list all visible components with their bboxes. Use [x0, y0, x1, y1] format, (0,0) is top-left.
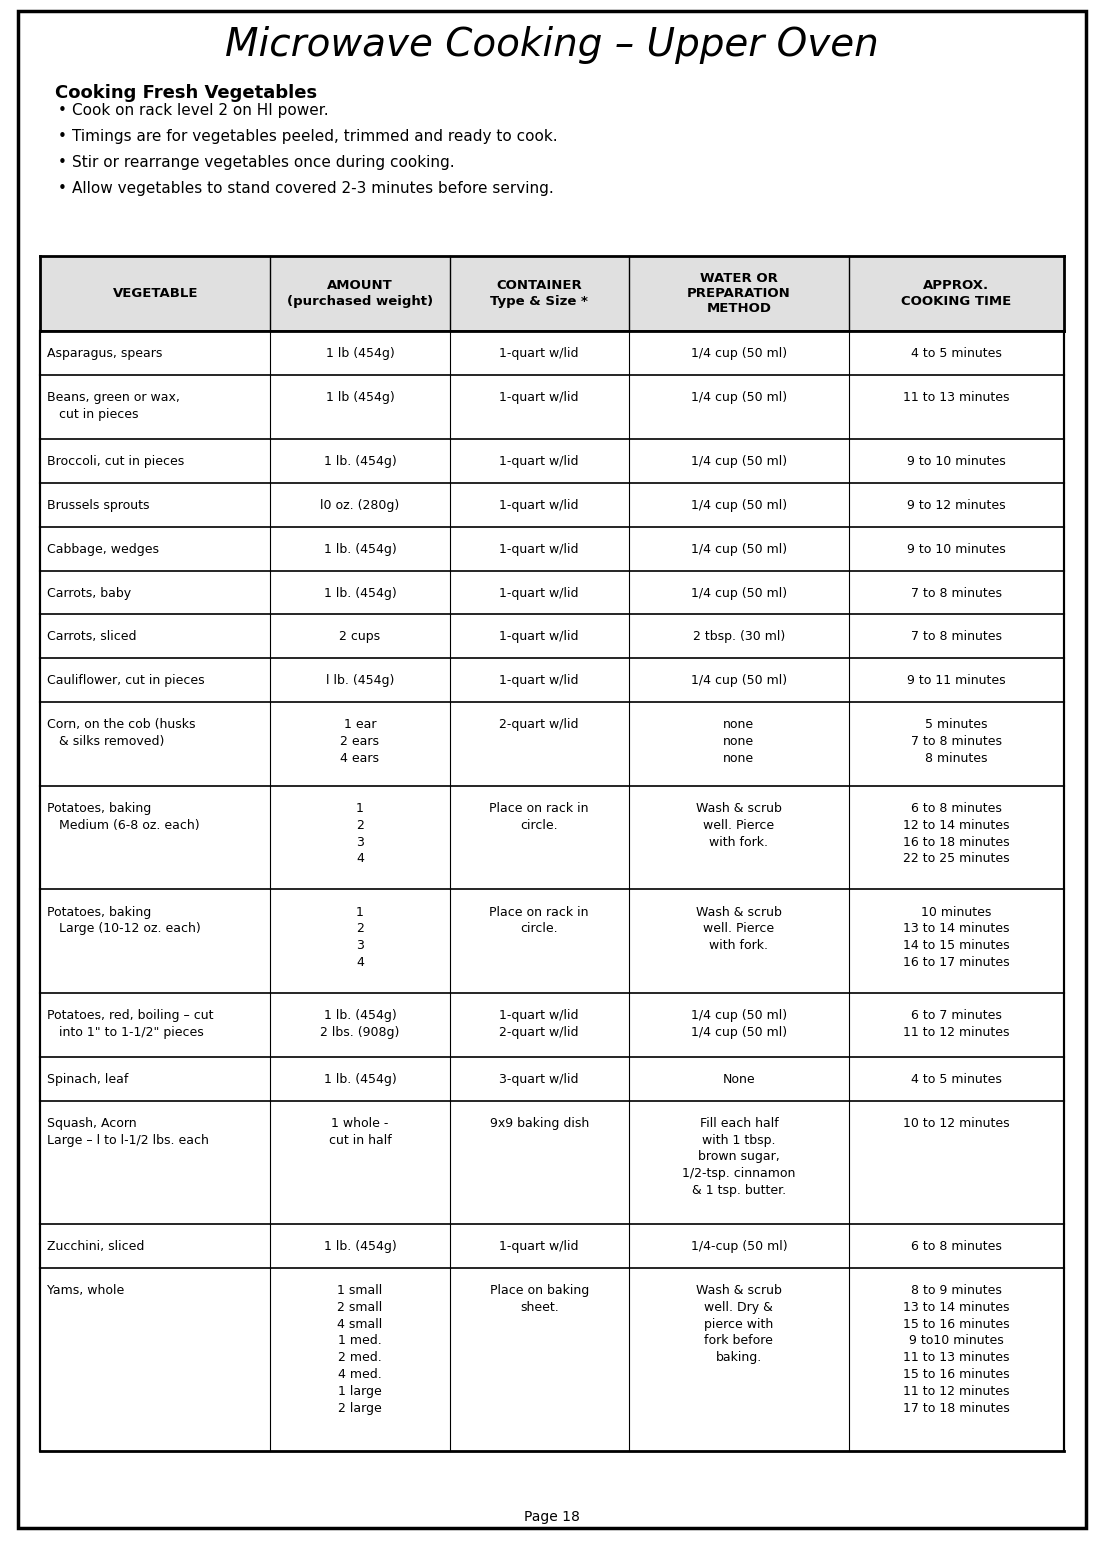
Text: Page 18: Page 18	[524, 1510, 580, 1524]
Text: Yams, whole: Yams, whole	[47, 1285, 125, 1297]
Text: 1/4 cup (50 ml)
1/4 cup (50 ml): 1/4 cup (50 ml) 1/4 cup (50 ml)	[691, 1010, 787, 1039]
Text: Broccoli, cut in pieces: Broccoli, cut in pieces	[47, 455, 184, 468]
Text: Beans, green or wax,
   cut in pieces: Beans, green or wax, cut in pieces	[47, 391, 180, 421]
Text: none
none
none: none none none	[723, 719, 754, 765]
Text: APPROX.
COOKING TIME: APPROX. COOKING TIME	[901, 280, 1011, 308]
Text: 10 to 12 minutes: 10 to 12 minutes	[903, 1116, 1010, 1130]
Text: Zucchini, sliced: Zucchini, sliced	[47, 1240, 145, 1254]
Text: 1 lb. (454g): 1 lb. (454g)	[323, 1240, 396, 1254]
Text: Timings are for vegetables peeled, trimmed and ready to cook.: Timings are for vegetables peeled, trimm…	[72, 128, 558, 144]
Text: WATER OR
PREPARATION
METHOD: WATER OR PREPARATION METHOD	[687, 272, 790, 315]
Text: 1/4 cup (50 ml): 1/4 cup (50 ml)	[691, 499, 787, 512]
Text: Carrots, baby: Carrots, baby	[47, 586, 131, 600]
Text: Asparagus, spears: Asparagus, spears	[47, 346, 162, 360]
Text: AMOUNT
(purchased weight): AMOUNT (purchased weight)	[287, 280, 433, 308]
Text: 1/4 cup (50 ml): 1/4 cup (50 ml)	[691, 543, 787, 555]
Text: Fill each half
with 1 tbsp.
brown sugar,
1/2-tsp. cinnamon
& 1 tsp. butter.: Fill each half with 1 tbsp. brown sugar,…	[682, 1116, 796, 1197]
Text: 9 to 12 minutes: 9 to 12 minutes	[907, 499, 1006, 512]
Text: 2 tbsp. (30 ml): 2 tbsp. (30 ml)	[692, 631, 785, 643]
Text: 1
2
3
4: 1 2 3 4	[357, 802, 364, 866]
Text: Cook on rack level 2 on HI power.: Cook on rack level 2 on HI power.	[72, 104, 329, 117]
Text: •: •	[59, 104, 67, 117]
Text: •: •	[59, 181, 67, 196]
Text: 9 to 10 minutes: 9 to 10 minutes	[907, 543, 1006, 555]
Text: 5 minutes
7 to 8 minutes
8 minutes: 5 minutes 7 to 8 minutes 8 minutes	[911, 719, 1002, 765]
Text: 1-quart w/lid: 1-quart w/lid	[499, 674, 578, 688]
Text: 9x9 baking dish: 9x9 baking dish	[489, 1116, 588, 1130]
Text: 1-quart w/lid: 1-quart w/lid	[499, 586, 578, 600]
Text: 9 to 11 minutes: 9 to 11 minutes	[907, 674, 1006, 688]
Text: None: None	[722, 1073, 755, 1085]
Text: 1 ear
2 ears
4 ears: 1 ear 2 ears 4 ears	[340, 719, 380, 765]
Text: l lb. (454g): l lb. (454g)	[326, 674, 394, 688]
Text: 7 to 8 minutes: 7 to 8 minutes	[911, 586, 1002, 600]
Text: 1/4 cup (50 ml): 1/4 cup (50 ml)	[691, 391, 787, 404]
Text: 10 minutes
13 to 14 minutes
14 to 15 minutes
16 to 17 minutes: 10 minutes 13 to 14 minutes 14 to 15 min…	[903, 906, 1010, 969]
Text: Squash, Acorn
Large – l to l-1/2 lbs. each: Squash, Acorn Large – l to l-1/2 lbs. ea…	[47, 1116, 209, 1147]
Text: 1/4 cup (50 ml): 1/4 cup (50 ml)	[691, 455, 787, 468]
Text: 1 lb. (454g): 1 lb. (454g)	[323, 455, 396, 468]
Text: Cabbage, wedges: Cabbage, wedges	[47, 543, 159, 555]
Text: Wash & scrub
well. Dry &
pierce with
fork before
baking.: Wash & scrub well. Dry & pierce with for…	[696, 1285, 782, 1364]
Text: Place on baking
sheet.: Place on baking sheet.	[489, 1285, 588, 1314]
Text: •: •	[59, 155, 67, 170]
Text: 7 to 8 minutes: 7 to 8 minutes	[911, 631, 1002, 643]
Text: 2-quart w/lid: 2-quart w/lid	[499, 719, 578, 731]
Text: CONTAINER
Type & Size *: CONTAINER Type & Size *	[490, 280, 588, 308]
Text: 1 lb. (454g)
2 lbs. (908g): 1 lb. (454g) 2 lbs. (908g)	[320, 1010, 400, 1039]
Text: 4 to 5 minutes: 4 to 5 minutes	[911, 346, 1002, 360]
Text: 1-quart w/lid: 1-quart w/lid	[499, 455, 578, 468]
Text: 1/4 cup (50 ml): 1/4 cup (50 ml)	[691, 674, 787, 688]
Bar	[40, 257, 1064, 331]
Text: Wash & scrub
well. Pierce
with fork.: Wash & scrub well. Pierce with fork.	[696, 802, 782, 849]
Text: Corn, on the cob (husks
   & silks removed): Corn, on the cob (husks & silks removed)	[47, 719, 195, 748]
Text: Allow vegetables to stand covered 2-3 minutes before serving.: Allow vegetables to stand covered 2-3 mi…	[72, 181, 554, 196]
Text: Cauliflower, cut in pieces: Cauliflower, cut in pieces	[47, 674, 204, 688]
Text: Wash & scrub
well. Pierce
with fork.: Wash & scrub well. Pierce with fork.	[696, 906, 782, 952]
Text: •: •	[59, 128, 67, 144]
Text: 1 lb (454g): 1 lb (454g)	[326, 346, 394, 360]
Text: 1 lb. (454g): 1 lb. (454g)	[323, 586, 396, 600]
Text: Potatoes, baking
   Large (10-12 oz. each): Potatoes, baking Large (10-12 oz. each)	[47, 906, 201, 935]
Text: 1-quart w/lid: 1-quart w/lid	[499, 499, 578, 512]
Text: Spinach, leaf: Spinach, leaf	[47, 1073, 128, 1085]
Text: 1 whole -
cut in half: 1 whole - cut in half	[329, 1116, 392, 1147]
Text: 1-quart w/lid: 1-quart w/lid	[499, 346, 578, 360]
Text: Potatoes, baking
   Medium (6-8 oz. each): Potatoes, baking Medium (6-8 oz. each)	[47, 802, 200, 832]
Text: 1-quart w/lid
2-quart w/lid: 1-quart w/lid 2-quart w/lid	[499, 1010, 578, 1039]
Text: Carrots, sliced: Carrots, sliced	[47, 631, 137, 643]
Text: 1 lb (454g): 1 lb (454g)	[326, 391, 394, 404]
Text: Place on rack in
circle.: Place on rack in circle.	[489, 802, 588, 832]
Text: 1-quart w/lid: 1-quart w/lid	[499, 391, 578, 404]
Text: 9 to 10 minutes: 9 to 10 minutes	[907, 455, 1006, 468]
Text: 2 cups: 2 cups	[339, 631, 381, 643]
Text: 3-quart w/lid: 3-quart w/lid	[499, 1073, 578, 1085]
Text: Microwave Cooking – Upper Oven: Microwave Cooking – Upper Oven	[225, 26, 879, 63]
Text: 1-quart w/lid: 1-quart w/lid	[499, 631, 578, 643]
Text: 1/4 cup (50 ml): 1/4 cup (50 ml)	[691, 346, 787, 360]
Text: 6 to 8 minutes
12 to 14 minutes
16 to 18 minutes
22 to 25 minutes: 6 to 8 minutes 12 to 14 minutes 16 to 18…	[903, 802, 1010, 866]
Text: 1/4-cup (50 ml): 1/4-cup (50 ml)	[691, 1240, 787, 1254]
Text: 1
2
3
4: 1 2 3 4	[357, 906, 364, 969]
Text: 8 to 9 minutes
13 to 14 minutes
15 to 16 minutes
9 to10 minutes
11 to 13 minutes: 8 to 9 minutes 13 to 14 minutes 15 to 16…	[903, 1285, 1010, 1415]
Text: 1 lb. (454g): 1 lb. (454g)	[323, 543, 396, 555]
Text: 6 to 8 minutes: 6 to 8 minutes	[911, 1240, 1002, 1254]
Text: 11 to 13 minutes: 11 to 13 minutes	[903, 391, 1010, 404]
Text: Stir or rearrange vegetables once during cooking.: Stir or rearrange vegetables once during…	[72, 155, 455, 170]
Text: 1-quart w/lid: 1-quart w/lid	[499, 543, 578, 555]
Text: 1-quart w/lid: 1-quart w/lid	[499, 1240, 578, 1254]
Text: 4 to 5 minutes: 4 to 5 minutes	[911, 1073, 1002, 1085]
Text: Potatoes, red, boiling – cut
   into 1" to 1-1/2" pieces: Potatoes, red, boiling – cut into 1" to …	[47, 1010, 213, 1039]
Text: VEGETABLE: VEGETABLE	[113, 288, 198, 300]
Text: 1/4 cup (50 ml): 1/4 cup (50 ml)	[691, 586, 787, 600]
Text: l0 oz. (280g): l0 oz. (280g)	[320, 499, 400, 512]
Text: Place on rack in
circle.: Place on rack in circle.	[489, 906, 588, 935]
Text: 6 to 7 minutes
11 to 12 minutes: 6 to 7 minutes 11 to 12 minutes	[903, 1010, 1010, 1039]
Text: Cooking Fresh Vegetables: Cooking Fresh Vegetables	[55, 83, 317, 102]
Text: Brussels sprouts: Brussels sprouts	[47, 499, 149, 512]
Text: 1 lb. (454g): 1 lb. (454g)	[323, 1073, 396, 1085]
Text: 1 small
2 small
4 small
1 med.
2 med.
4 med.
1 large
2 large: 1 small 2 small 4 small 1 med. 2 med. 4 …	[338, 1285, 383, 1415]
